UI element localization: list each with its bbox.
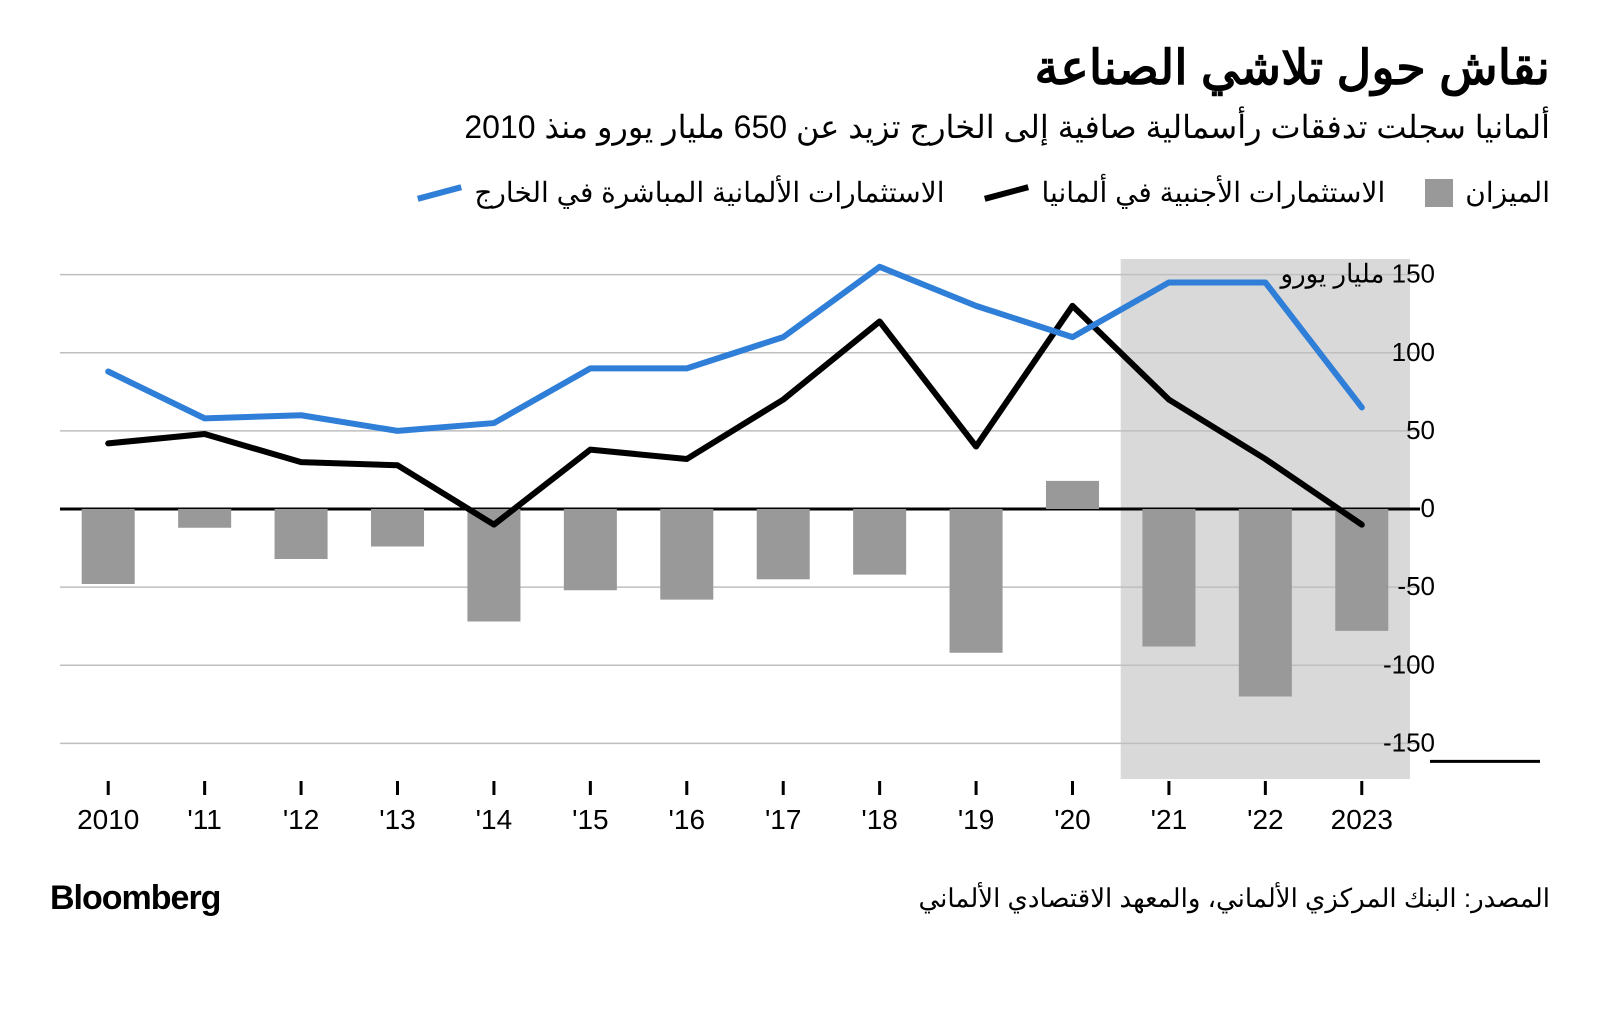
- source-text: المصدر: البنك المركزي الألماني، والمعهد …: [918, 883, 1550, 914]
- svg-text:'19: '19: [958, 804, 995, 835]
- svg-text:50-: 50-: [1397, 571, 1435, 601]
- svg-text:'11: '11: [187, 804, 221, 835]
- legend-balance-label: الميزان: [1465, 176, 1550, 209]
- svg-text:'17: '17: [765, 804, 802, 835]
- svg-text:50: 50: [1406, 415, 1435, 445]
- svg-text:100: 100: [1392, 337, 1435, 367]
- svg-text:2023: 2023: [1331, 804, 1393, 835]
- svg-text:'16: '16: [669, 804, 706, 835]
- svg-text:'15: '15: [572, 804, 609, 835]
- svg-text:150 مليار يورو: 150 مليار يورو: [1279, 259, 1435, 290]
- legend-outward-swatch: [417, 184, 462, 201]
- footer: Bloomberg المصدر: البنك المركزي الألماني…: [50, 879, 1550, 918]
- legend: الاستثمارات الألمانية المباشرة في الخارج…: [50, 176, 1550, 209]
- svg-text:150-: 150-: [1383, 727, 1435, 757]
- legend-balance: الميزان: [1425, 176, 1550, 209]
- svg-text:'14: '14: [476, 804, 513, 835]
- svg-text:'12: '12: [283, 804, 320, 835]
- legend-outward-label: الاستثمارات الألمانية المباشرة في الخارج: [474, 176, 944, 209]
- svg-text:'18: '18: [861, 804, 898, 835]
- chart-subtitle: ألمانيا سجلت تدفقات رأسمالية صافية إلى ا…: [50, 108, 1550, 146]
- svg-text:2010: 2010: [77, 804, 139, 835]
- chart-svg: 150- 100- 50- 0 50 100 150 مليار يورو 2010 '11 '1…: [50, 239, 1550, 839]
- legend-outward: الاستثمارات الألمانية المباشرة في الخارج: [417, 176, 944, 209]
- svg-text:'22: '22: [1247, 804, 1284, 835]
- legend-inward: الاستثمارات الأجنبية في ألمانيا: [984, 176, 1385, 209]
- chart-title: نقاش حول تلاشي الصناعة: [50, 40, 1550, 96]
- legend-inward-label: الاستثمارات الأجنبية في ألمانيا: [1041, 176, 1385, 209]
- legend-balance-swatch: [1425, 179, 1453, 207]
- svg-text:'21: '21: [1151, 804, 1188, 835]
- legend-inward-swatch: [984, 184, 1029, 201]
- svg-text:100-: 100-: [1383, 649, 1435, 679]
- chart-area: 150- 100- 50- 0 50 100 150 مليار يورو 2010 '11 '1…: [50, 239, 1550, 839]
- svg-text:0: 0: [1421, 493, 1435, 523]
- svg-text:'13: '13: [379, 804, 416, 835]
- brand-logo: Bloomberg: [50, 879, 220, 918]
- svg-text:'20: '20: [1054, 804, 1091, 835]
